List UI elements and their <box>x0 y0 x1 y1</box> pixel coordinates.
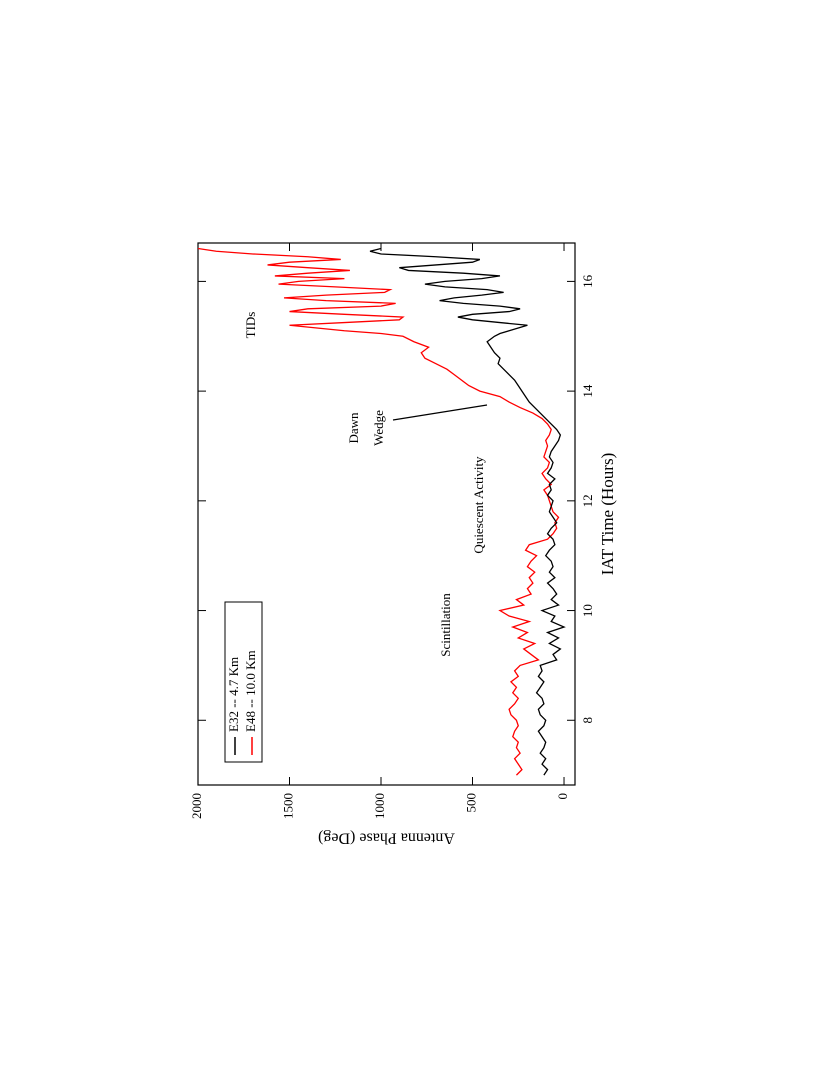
y-tick-label: 0 <box>555 793 570 800</box>
y-tick-label: 1000 <box>372 793 387 819</box>
y-tick-label: 1500 <box>280 793 295 819</box>
x-tick-label: 14 <box>580 384 595 398</box>
legend-label: E32 -- 4.7 Km <box>226 657 241 732</box>
legend-box <box>224 601 263 763</box>
x-tick-label: 8 <box>580 717 595 724</box>
x-tick-label: 12 <box>580 494 595 507</box>
plot-frame <box>197 242 576 786</box>
y-tick-label: 500 <box>463 793 478 813</box>
series-line <box>369 247 566 776</box>
x-axis-title: IAT Time (Hours) <box>598 453 617 575</box>
legend-label: E48 -- 10.0 Km <box>243 650 258 732</box>
rotated-chart: 8 10 12 14 16 0 500 1000 1500 2000 IAT Time (Hours… <box>189 242 617 846</box>
annotation: Scintillation <box>438 593 453 657</box>
annotation: Wedge <box>371 410 386 446</box>
x-tick-label: 10 <box>580 604 595 617</box>
series-line <box>197 247 560 776</box>
annotation-pointer <box>392 404 488 421</box>
y-tick-label: 2000 <box>189 793 204 819</box>
annotation: Quiescent Activity <box>471 456 486 554</box>
annotation: TIDs <box>243 312 258 339</box>
y-axis-title: Antenna Phase (Deg) <box>318 829 455 846</box>
annotation: Dawn <box>346 412 361 444</box>
x-tick-label: 16 <box>580 274 595 288</box>
